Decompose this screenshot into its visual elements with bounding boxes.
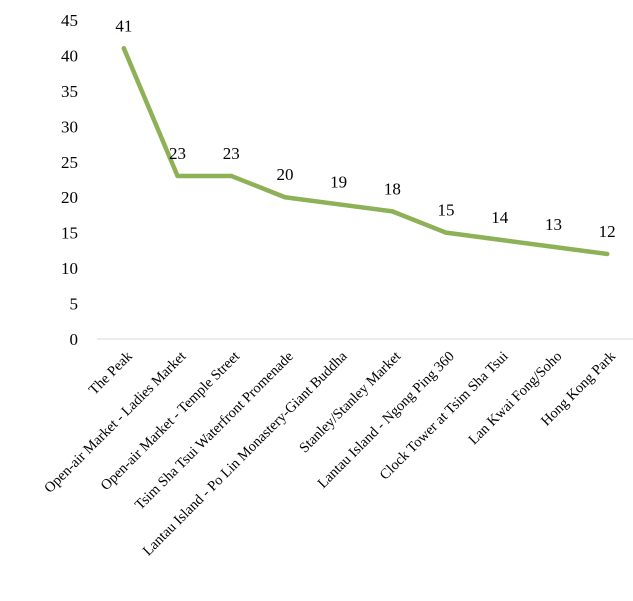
data-point — [443, 230, 449, 235]
series-line — [121, 46, 610, 257]
series-layer — [121, 46, 610, 257]
data-labels: 41 23 23 20 19 18 15 14 13 12 — [115, 16, 615, 241]
y-axis: 0 5 10 15 20 25 30 35 40 45 — [61, 11, 78, 349]
data-label: 12 — [599, 222, 616, 241]
y-tick-label: 0 — [70, 330, 79, 349]
data-label: 19 — [330, 172, 347, 191]
data-label: 13 — [545, 215, 562, 234]
data-label: 18 — [384, 179, 401, 198]
data-point — [497, 237, 502, 242]
y-tick-label: 45 — [61, 11, 78, 30]
y-tick-label: 10 — [61, 259, 78, 278]
data-point — [551, 244, 556, 250]
x-tick-label: Lan Kwai Fong/Soho — [466, 349, 566, 449]
y-tick-label: 20 — [61, 188, 78, 207]
data-point — [121, 46, 127, 51]
y-tick-label: 25 — [61, 153, 78, 172]
data-label: 41 — [115, 16, 132, 35]
data-point — [390, 209, 395, 214]
data-point — [175, 173, 180, 179]
y-tick-label: 5 — [70, 295, 79, 314]
data-label: 23 — [169, 144, 186, 163]
data-point — [229, 173, 234, 179]
data-label: 20 — [276, 165, 293, 184]
x-tick-label: Lantau Island - Po Lin Monastery-Giant B… — [140, 348, 351, 559]
x-tick-label: The Peak — [86, 348, 136, 398]
x-tick-label: Stanley/Stanley Market — [296, 349, 404, 457]
y-tick-label: 35 — [61, 82, 78, 101]
y-tick-label: 15 — [61, 224, 78, 243]
data-label: 14 — [491, 208, 509, 227]
y-tick-label: 30 — [61, 117, 78, 136]
data-label: 23 — [223, 144, 240, 163]
data-point — [604, 251, 610, 257]
data-point — [282, 195, 288, 200]
data-label: 15 — [438, 201, 455, 220]
y-tick-label: 40 — [61, 46, 78, 65]
data-point — [336, 202, 341, 207]
